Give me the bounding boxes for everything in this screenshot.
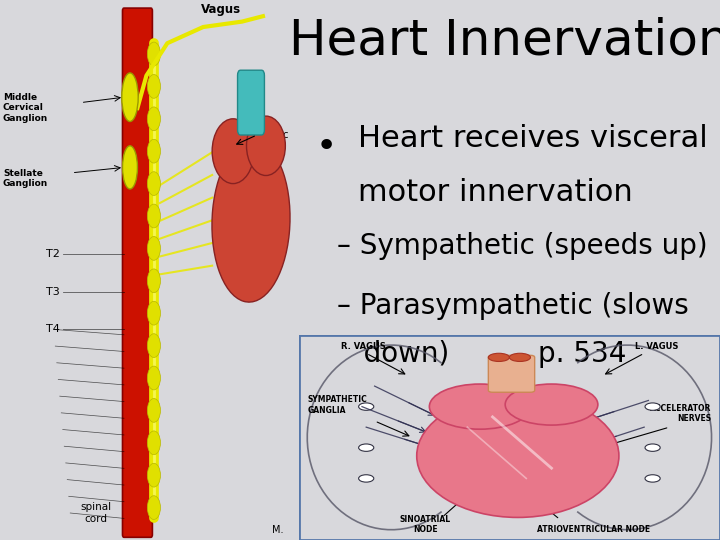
Text: T2: T2	[46, 249, 60, 259]
Ellipse shape	[246, 116, 285, 176]
Text: Heart receives visceral: Heart receives visceral	[358, 124, 708, 153]
Circle shape	[359, 444, 374, 451]
Text: L. VAGUS: L. VAGUS	[634, 342, 678, 351]
Circle shape	[645, 444, 660, 451]
FancyBboxPatch shape	[238, 70, 264, 135]
FancyBboxPatch shape	[488, 355, 535, 392]
Text: SYMPATHETIC
GANGLIA: SYMPATHETIC GANGLIA	[307, 395, 367, 415]
Ellipse shape	[510, 353, 531, 361]
Text: – Sympathetic (speeds up): – Sympathetic (speeds up)	[337, 232, 707, 260]
Text: cardiac
plexus: cardiac plexus	[254, 130, 289, 151]
Ellipse shape	[122, 73, 138, 122]
Ellipse shape	[212, 141, 290, 302]
Circle shape	[148, 172, 161, 195]
Circle shape	[148, 431, 161, 455]
Circle shape	[148, 496, 161, 519]
Text: R. VAGUS: R. VAGUS	[341, 342, 386, 351]
Text: M.: M.	[272, 524, 284, 535]
Text: T4: T4	[46, 325, 60, 334]
Circle shape	[148, 204, 161, 228]
Circle shape	[148, 75, 161, 98]
Circle shape	[148, 139, 161, 163]
Text: – Parasympathetic (slows: – Parasympathetic (slows	[337, 292, 688, 320]
Text: down)          p. 534: down) p. 534	[337, 340, 626, 368]
Text: Vagus: Vagus	[201, 3, 241, 16]
Circle shape	[148, 366, 161, 390]
Text: ACCELERATOR
NERVES: ACCELERATOR NERVES	[650, 403, 711, 423]
Text: Heart Innervation: Heart Innervation	[289, 16, 720, 64]
Ellipse shape	[212, 119, 254, 184]
Text: SINOATRIAL
NODE: SINOATRIAL NODE	[400, 515, 451, 534]
Circle shape	[148, 399, 161, 422]
Text: Stellate
Ganglion: Stellate Ganglion	[3, 168, 48, 188]
Text: Middle
Cervical
Ganglion: Middle Cervical Ganglion	[3, 93, 48, 123]
Circle shape	[148, 301, 161, 325]
Circle shape	[359, 403, 374, 410]
Ellipse shape	[488, 353, 510, 361]
Circle shape	[645, 403, 660, 410]
Circle shape	[148, 334, 161, 357]
FancyBboxPatch shape	[122, 8, 153, 537]
Text: •: •	[315, 130, 337, 164]
Circle shape	[148, 237, 161, 260]
Ellipse shape	[429, 384, 531, 429]
Ellipse shape	[505, 384, 598, 425]
Text: T3: T3	[46, 287, 60, 296]
Circle shape	[645, 475, 660, 482]
Circle shape	[148, 463, 161, 487]
Circle shape	[148, 107, 161, 131]
Circle shape	[359, 475, 374, 482]
Circle shape	[148, 269, 161, 293]
Ellipse shape	[417, 394, 619, 517]
Text: spinal
cord: spinal cord	[80, 502, 111, 524]
Text: ATRIOVENTRICULAR NODE: ATRIOVENTRICULAR NODE	[537, 525, 650, 534]
Text: motor innervation: motor innervation	[358, 178, 632, 207]
Ellipse shape	[122, 146, 138, 189]
Circle shape	[148, 42, 161, 66]
